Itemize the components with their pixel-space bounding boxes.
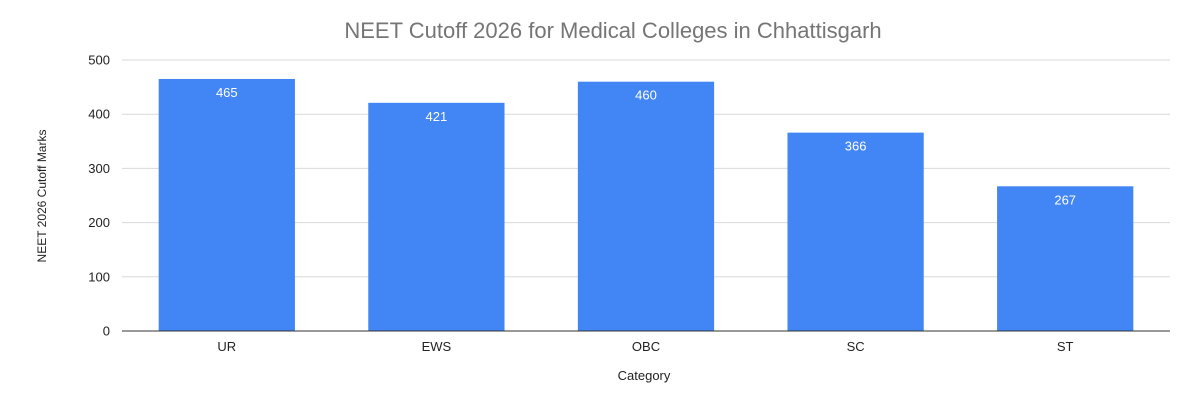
y-tick-label: 400 xyxy=(88,107,110,122)
y-tick-label: 200 xyxy=(88,215,110,230)
data-label: 366 xyxy=(845,139,867,154)
y-tick-label: 300 xyxy=(88,161,110,176)
data-label: 465 xyxy=(216,85,238,100)
x-tick-label: ST xyxy=(1057,339,1074,354)
bar-obc xyxy=(577,81,715,332)
bar-ews xyxy=(368,102,505,332)
data-label: 421 xyxy=(426,109,448,124)
x-tick-label: SC xyxy=(847,339,865,354)
bars xyxy=(158,78,1134,332)
y-tick-label: 100 xyxy=(88,269,110,284)
bar-st xyxy=(997,186,1134,331)
y-axis-ticks: 0 100 200 300 400 500 xyxy=(88,53,110,339)
x-tick-label: EWS xyxy=(422,339,452,354)
y-tick-label: 0 xyxy=(103,324,110,339)
chart-title: NEET Cutoff 2026 for Medical Colleges in… xyxy=(344,18,881,43)
x-tick-label: OBC xyxy=(632,339,660,354)
data-label: 460 xyxy=(635,88,657,103)
x-tick-label: UR xyxy=(217,339,236,354)
y-tick-label: 500 xyxy=(88,53,110,68)
x-axis-title: Category xyxy=(618,368,671,383)
data-labels: 465 421 460 366 267 xyxy=(216,85,1076,207)
bar-sc xyxy=(787,132,924,331)
data-label: 267 xyxy=(1054,192,1076,207)
x-axis-ticks: UR EWS OBC SC ST xyxy=(217,339,1073,354)
bar-ur xyxy=(158,78,295,331)
y-axis-title: NEET 2026 Cutoff Marks xyxy=(35,130,49,263)
